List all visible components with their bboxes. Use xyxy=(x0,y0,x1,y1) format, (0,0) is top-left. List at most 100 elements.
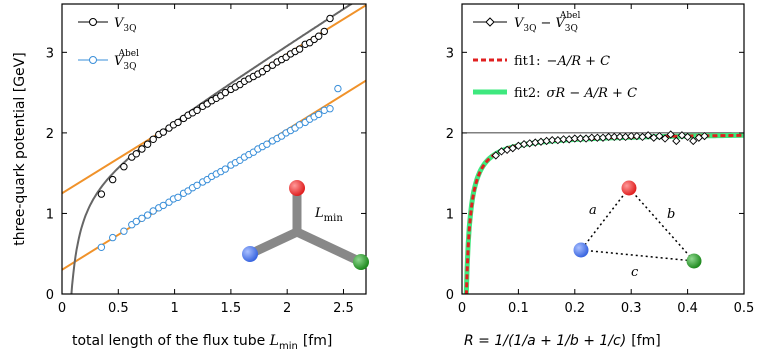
data-point-v3q xyxy=(120,163,128,171)
data-point-diff xyxy=(610,132,619,142)
y-tick-label: 2 xyxy=(446,127,454,142)
flux-tube-right xyxy=(295,227,363,267)
x-tick-label: 0.3 xyxy=(621,301,642,316)
edge-b xyxy=(628,187,695,262)
data-point-v3q xyxy=(295,45,304,53)
left-xlabel: total length of the flux tube Lmin [fm] xyxy=(72,333,332,352)
legend-label-v3q: V3Q xyxy=(114,16,137,34)
data-point-diff xyxy=(604,132,613,142)
edge-label-a: a xyxy=(589,203,597,218)
data-point-diff xyxy=(655,131,664,141)
left-legend: V3Q V3QAbel xyxy=(78,16,139,72)
data-point-v3q-abel xyxy=(334,84,342,93)
edge-c xyxy=(580,249,695,262)
data-point-v3q xyxy=(97,190,106,198)
data-point-diff xyxy=(576,134,585,143)
data-point-v3q-abel xyxy=(143,211,152,219)
x-tick-label: 1 xyxy=(170,301,178,316)
legend-marker-v3q-abel xyxy=(89,56,97,64)
blue-quark xyxy=(573,242,589,258)
data-point-diff xyxy=(491,151,500,160)
data-point-v3q-abel xyxy=(263,140,271,148)
x-tick-label: 0.5 xyxy=(734,301,755,316)
x-tick-label: 0 xyxy=(58,301,66,316)
data-point-v3q-abel xyxy=(120,227,128,235)
data-point-v3q-abel xyxy=(138,214,146,223)
data-point-v3q-abel xyxy=(132,217,141,226)
x-tick-label: 0.2 xyxy=(564,301,585,316)
y-tick-label: 0 xyxy=(46,288,54,303)
x-tick-label: 2.5 xyxy=(333,301,354,316)
data-point-diff xyxy=(643,131,653,140)
fit2-curve xyxy=(463,132,744,294)
data-point-diff xyxy=(593,133,602,142)
data-point-v3q-abel xyxy=(174,193,182,202)
left-plot-frame xyxy=(61,3,367,295)
data-point-diff xyxy=(587,133,596,142)
data-point-v3q xyxy=(221,88,230,97)
y-tick-label: 3 xyxy=(446,46,454,61)
data-point-v3q-abel xyxy=(109,233,117,242)
data-point-diff xyxy=(570,134,579,143)
data-point-v3q xyxy=(174,118,182,127)
data-point-diff xyxy=(615,132,625,142)
data-point-v3q-abel xyxy=(221,165,230,173)
red-quark xyxy=(621,180,637,196)
green-quark xyxy=(686,253,702,269)
x-tick-label: 2 xyxy=(283,301,291,316)
data-point-diff xyxy=(700,131,709,141)
y-tick-label: 3 xyxy=(46,46,54,61)
right-xlabel: R = 1/(1/a + 1/b + 1/c) [fm] xyxy=(464,333,661,349)
legend-label-fit1: fit1: −A/R + C xyxy=(514,54,610,69)
data-point-v3q-abel xyxy=(326,105,334,113)
left-chart: 0 0.5 1 1.5 2 2.5 0 1 2 3 V3Q V3QAbel Lmin three-… xyxy=(12,3,369,352)
right-legend: V3Q − V3QAbel fit1: −A/R + C fit2: σR − A/R … xyxy=(473,11,637,101)
legend-label-fit2: fit2: σR − A/R + C xyxy=(514,86,637,101)
data-point-diff xyxy=(632,131,641,141)
data-point-diff xyxy=(548,136,557,145)
data-point-v3q xyxy=(132,150,141,158)
y-tick-label: 0 xyxy=(446,288,454,303)
legend-label-v3q-abel: V3QAbel xyxy=(114,49,139,72)
data-point-diff xyxy=(508,144,517,153)
triangle-inset: a b c xyxy=(573,180,702,280)
edge-label-b: b xyxy=(667,207,675,222)
data-point-diff xyxy=(627,131,636,141)
x-tick-label: 0 xyxy=(458,301,466,316)
legend-marker-v3q xyxy=(89,18,97,26)
data-point-v3q xyxy=(109,175,117,184)
data-point-v3q xyxy=(143,140,152,148)
data-point-v3q-abel xyxy=(97,243,106,252)
y-junction-inset: Lmin xyxy=(242,180,369,270)
left-ylabel: three-quark potential [GeV] xyxy=(12,52,28,245)
data-point-v3q-abel xyxy=(193,181,201,190)
edge-label-c: c xyxy=(631,265,639,280)
x-tick-label: 0.5 xyxy=(108,301,129,316)
y-tick-label: 1 xyxy=(46,207,54,222)
data-point-diff xyxy=(660,134,670,143)
data-point-v3q xyxy=(159,128,168,136)
data-point-diff xyxy=(677,131,687,140)
legend-marker-diff xyxy=(485,17,495,27)
data-point-diff xyxy=(666,130,675,139)
lmin-inset-label: Lmin xyxy=(314,206,343,224)
blue-quark xyxy=(242,246,258,262)
data-point-diff xyxy=(683,132,692,142)
data-point-v3q-abel xyxy=(149,207,157,215)
data-point-diff xyxy=(559,135,568,144)
x-tick-label: 1.5 xyxy=(221,301,242,316)
data-point-v3q-abel xyxy=(159,201,168,210)
edge-a xyxy=(580,187,630,251)
data-point-v3q xyxy=(326,14,334,23)
potential-fit-curve xyxy=(70,4,354,294)
right-plot-frame xyxy=(461,3,745,295)
right-chart: 0 0.1 0.2 0.3 0.4 0.5 0 1 2 3 V3Q − V3QAbel fit1: −A… xyxy=(446,3,755,349)
red-quark xyxy=(289,180,305,196)
y-tick-label: 1 xyxy=(446,207,454,222)
data-point-v3q xyxy=(138,145,146,153)
data-point-v3q xyxy=(193,106,201,115)
flux-tube-left xyxy=(248,227,299,259)
y-tick-label: 2 xyxy=(46,127,54,142)
data-point-v3q xyxy=(315,32,323,40)
